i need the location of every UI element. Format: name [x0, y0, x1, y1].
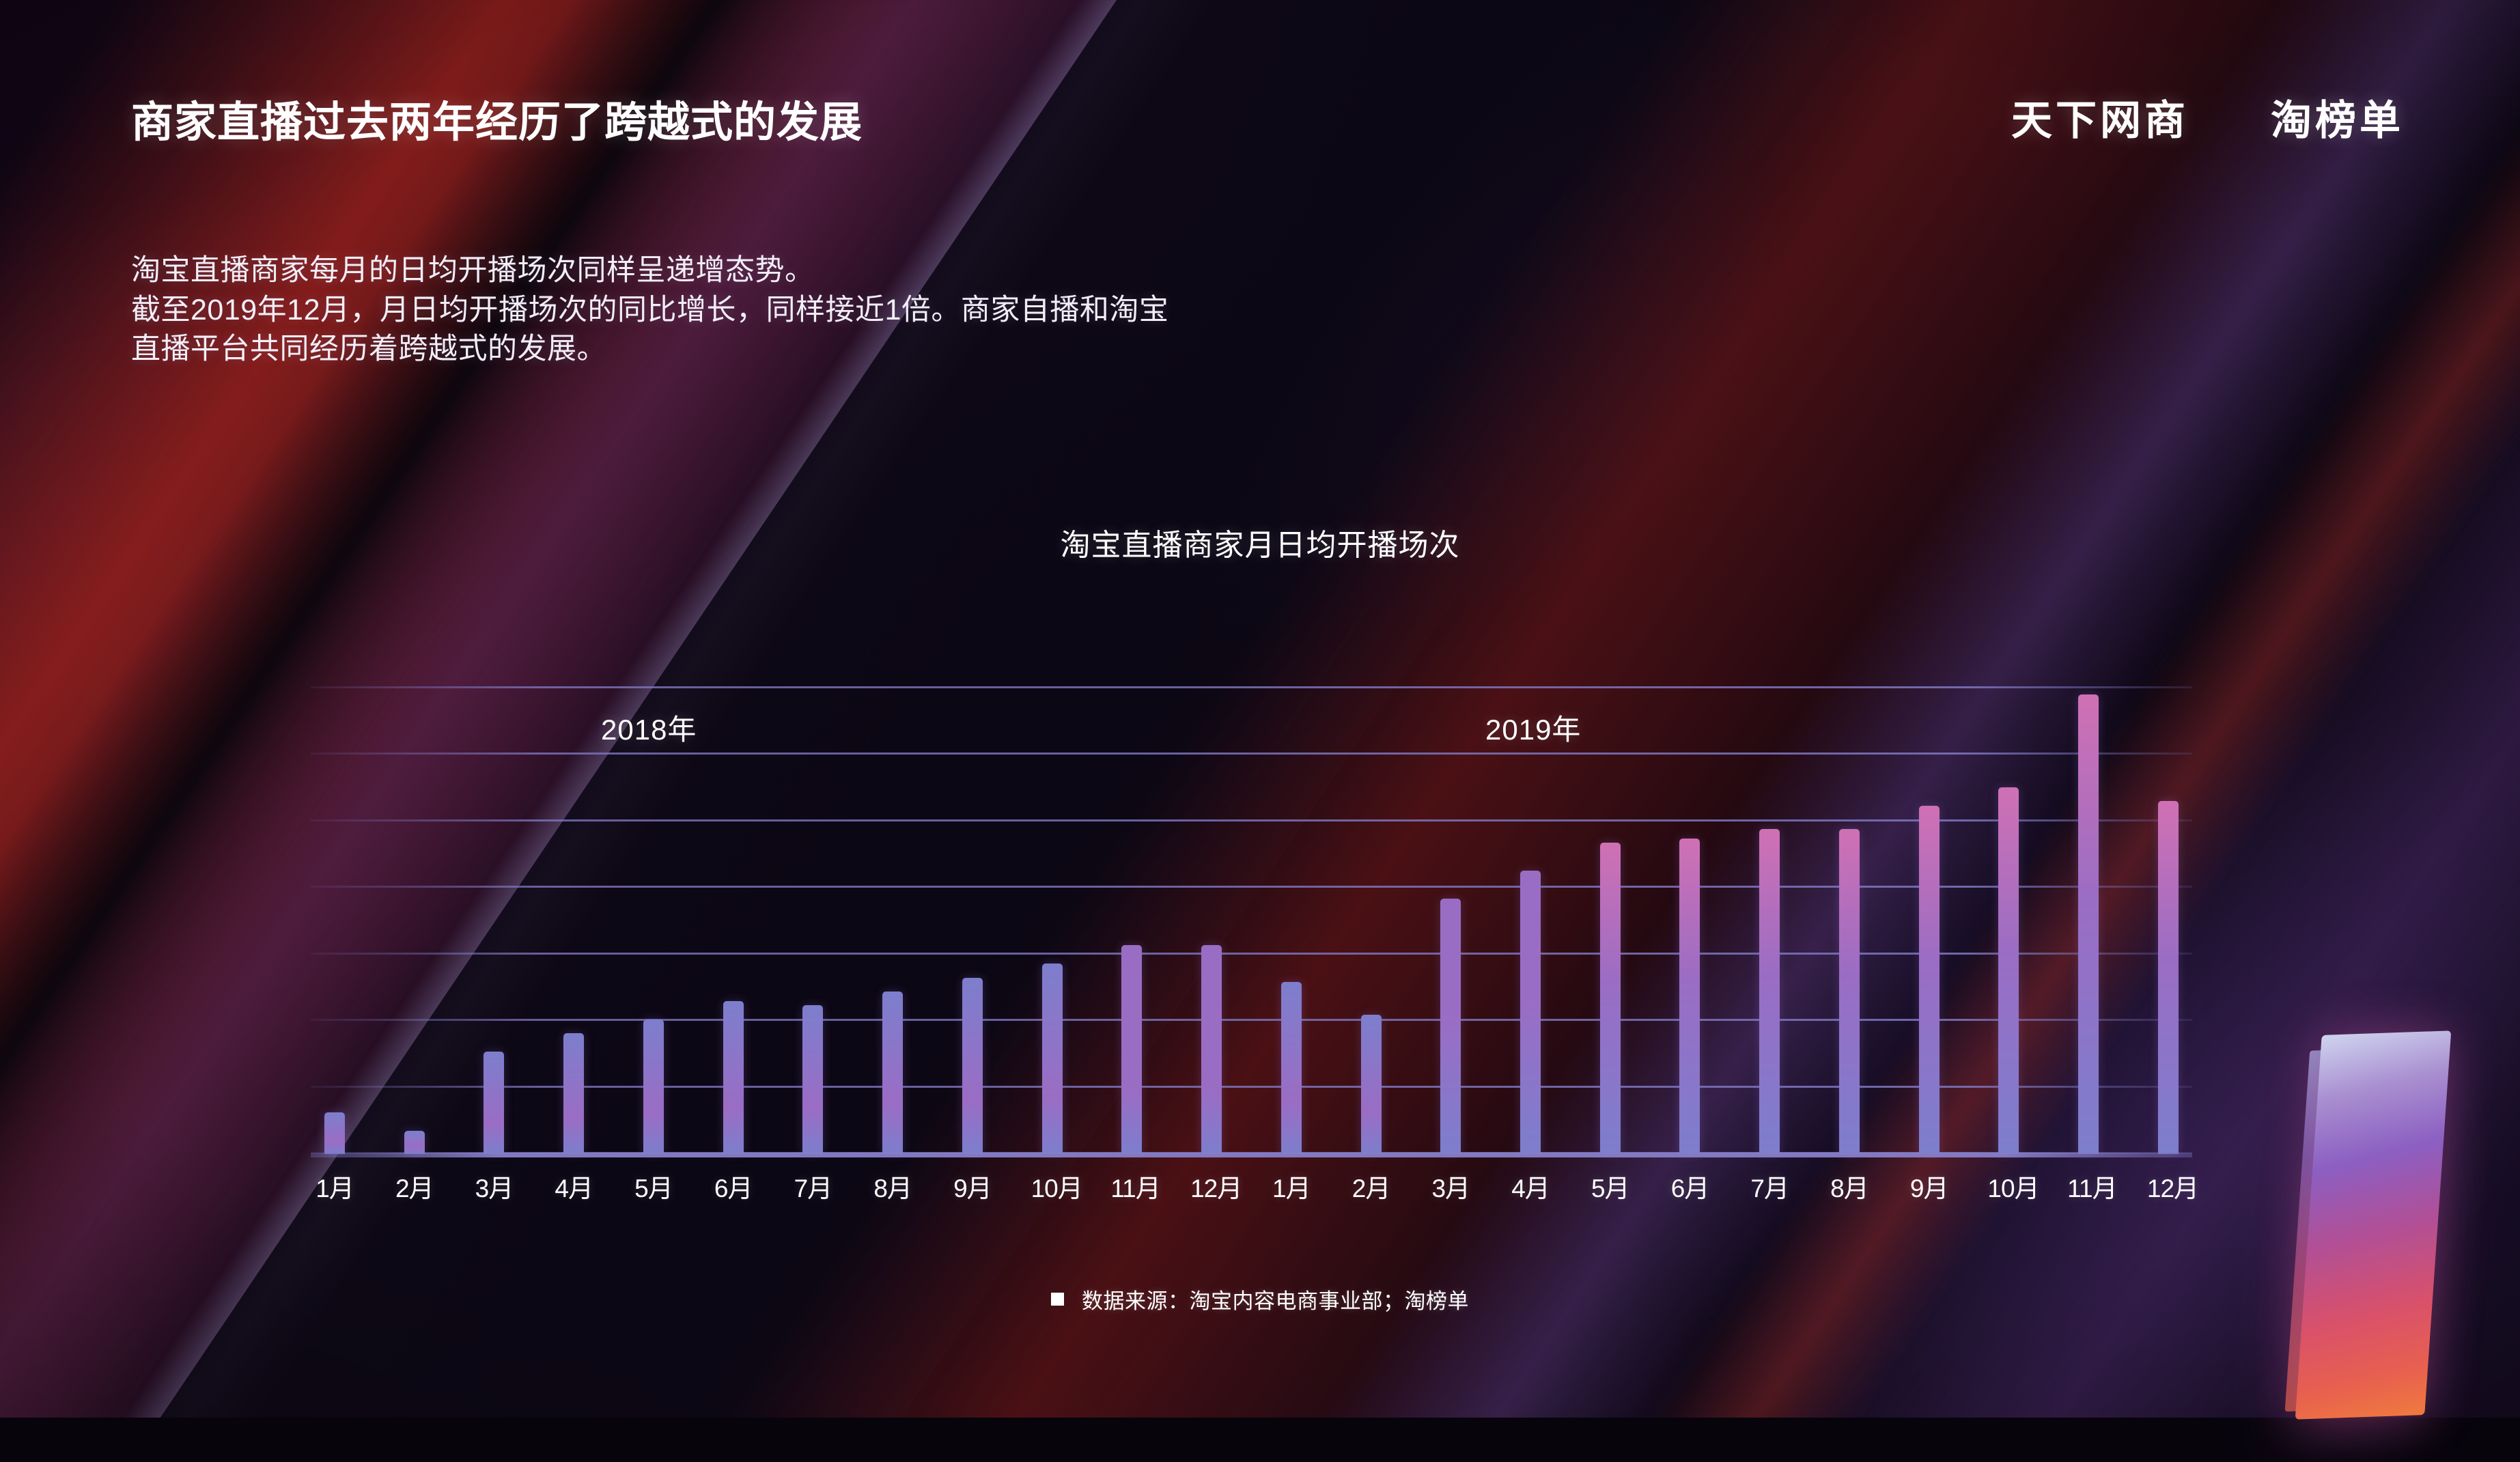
bar — [1838, 829, 1860, 1154]
month-label: 10月 — [1031, 1175, 1083, 1203]
bar — [962, 978, 983, 1154]
gridline — [311, 1019, 2192, 1021]
body-line-3: 直播平台共同经历着跨越式的发展。 — [131, 333, 606, 366]
gridline — [311, 953, 2192, 955]
background-vignette — [0, 0, 2520, 1418]
source-note-text: 数据来源：淘宝内容电商事业部；淘榜单 — [1082, 1289, 1469, 1313]
month-label: 2月 — [395, 1175, 434, 1203]
chart-title: 淘宝直播商家月日均开播场次 — [1060, 529, 1460, 562]
month-label: 2月 — [1352, 1175, 1391, 1203]
month-label: 9月 — [1909, 1175, 1949, 1203]
taobangdan-logo: 淘榜单 — [2271, 98, 2404, 143]
month-label: 10月 — [1987, 1175, 2039, 1203]
bar — [324, 1112, 345, 1154]
background-art — [0, 0, 2520, 1418]
tianxia-wangshang-logo: 天下网商 — [2011, 98, 2189, 143]
logo-group: 天下网商 淘榜单 — [2011, 87, 2404, 147]
month-label: 6月 — [1670, 1175, 1710, 1203]
chart-bars — [311, 686, 2192, 1154]
bar — [643, 1020, 664, 1154]
body-line-2: 截至2019年12月，月日均开播场次的同比增长，同样接近1倍。商家自播和淘宝 — [131, 293, 1169, 326]
month-label: 5月 — [634, 1175, 673, 1203]
bar — [484, 1052, 505, 1154]
month-label: 9月 — [953, 1175, 992, 1203]
month-label: 3月 — [1431, 1175, 1470, 1203]
month-label: 4月 — [555, 1175, 593, 1203]
bar — [1998, 787, 2019, 1154]
month-label: 12月 — [1190, 1175, 1242, 1203]
gridline — [311, 753, 2192, 755]
bar — [882, 992, 904, 1154]
month-label: 11月 — [1110, 1175, 1160, 1203]
bar — [802, 1005, 824, 1154]
bar — [563, 1033, 585, 1154]
chart-x-axis-labels: 1月 2月 3月 4月 5月 6月 7月 8月 9月 10月 11月 12月 1月 2月 3月 4月 5月 6月 7… — [311, 1168, 2199, 1205]
month-label: 7月 — [1750, 1175, 1789, 1203]
bar-chart — [311, 686, 2192, 1157]
bar — [2078, 694, 2099, 1154]
bar — [1918, 806, 1940, 1154]
page-title: 商家直播过去两年经历了跨越式的发展 — [131, 99, 863, 146]
month-label: 4月 — [1511, 1175, 1550, 1203]
chart-x-axis — [311, 1153, 2192, 1157]
bar — [1360, 1015, 1382, 1154]
month-label: 1月 — [316, 1175, 354, 1203]
bar — [1520, 871, 1541, 1154]
gridline — [311, 1086, 2192, 1088]
month-label: 3月 — [475, 1175, 514, 1203]
month-label: 8月 — [873, 1175, 912, 1203]
month-label: 12月 — [2146, 1175, 2199, 1203]
month-label: 1月 — [1272, 1175, 1311, 1203]
bar — [1599, 843, 1621, 1154]
bar — [1679, 839, 1700, 1154]
month-label: 6月 — [714, 1175, 753, 1203]
bar — [1201, 945, 1222, 1154]
gridline — [311, 819, 2192, 821]
bar — [1280, 982, 1302, 1154]
month-label: 5月 — [1591, 1175, 1630, 1203]
square-bullet-icon — [1051, 1293, 1064, 1306]
bar — [2157, 801, 2179, 1154]
month-label: 11月 — [2067, 1175, 2117, 1203]
body-line-1: 淘宝直播商家每月的日均开播场次同样呈递增态势。 — [131, 254, 815, 287]
body-paragraph: 淘宝直播商家每月的日均开播场次同样呈递增态势。 截至2019年12月，月日均开播… — [131, 251, 1168, 369]
bar — [1041, 964, 1063, 1154]
bar — [1121, 945, 1143, 1154]
gridline — [311, 886, 2192, 888]
chart-group-label-2019: 2019年 — [1485, 714, 1582, 746]
bar — [1759, 829, 1780, 1154]
source-note: 数据来源：淘宝内容电商事业部；淘榜单 — [0, 1284, 2520, 1315]
bar — [404, 1131, 425, 1154]
month-label: 8月 — [1830, 1175, 1869, 1203]
gridline — [311, 686, 2192, 688]
month-label: 7月 — [794, 1175, 833, 1203]
chart-group-label-2018: 2018年 — [601, 714, 697, 746]
bar — [723, 1001, 744, 1154]
bar — [1440, 899, 1461, 1154]
